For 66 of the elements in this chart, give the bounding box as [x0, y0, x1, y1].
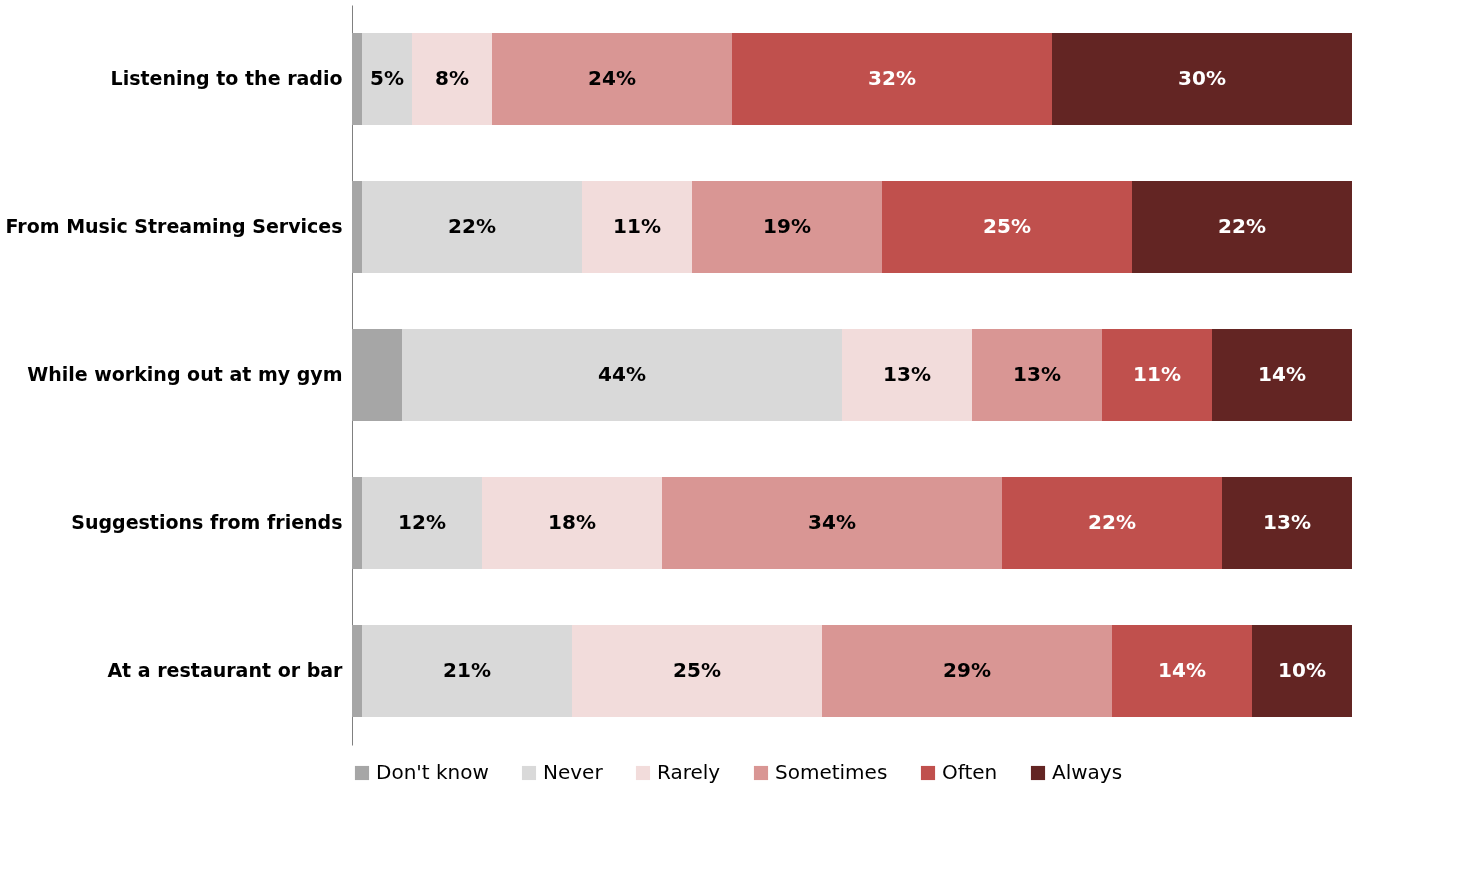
legend-label: Don't know	[376, 760, 489, 784]
data-label: 22%	[1218, 214, 1266, 238]
y-tick-label: From Music Streaming Services	[5, 215, 343, 237]
bar	[1252, 625, 1352, 717]
bar	[572, 625, 822, 717]
data-label: 19%	[763, 214, 811, 238]
data-label: 11%	[613, 214, 661, 238]
bar	[352, 625, 362, 717]
data-label: 14%	[1158, 658, 1206, 682]
legend-label: Sometimes	[775, 760, 888, 784]
legend-label: Never	[543, 760, 604, 784]
bar	[1112, 625, 1252, 717]
bar	[362, 625, 572, 717]
bar	[662, 477, 1002, 569]
bar	[412, 33, 492, 125]
data-label: 13%	[1263, 510, 1311, 534]
data-label: 34%	[808, 510, 856, 534]
data-label: 44%	[598, 362, 646, 386]
bar	[482, 477, 662, 569]
bar	[882, 181, 1132, 273]
data-label: 18%	[548, 510, 596, 534]
data-label: 24%	[588, 66, 636, 90]
bar	[692, 181, 882, 273]
data-label: 8%	[435, 66, 469, 90]
bar	[352, 329, 402, 421]
data-label: 11%	[1133, 362, 1181, 386]
data-label: 14%	[1258, 362, 1306, 386]
bar	[582, 181, 692, 273]
bar	[362, 477, 482, 569]
legend-label: Always	[1052, 760, 1123, 784]
bar	[1212, 329, 1352, 421]
data-label: 25%	[673, 658, 721, 682]
bar	[352, 33, 362, 125]
data-label: 13%	[883, 362, 931, 386]
bar	[1102, 329, 1212, 421]
y-tick-label: Suggestions from friends	[71, 511, 343, 533]
bar	[352, 181, 362, 273]
bar	[822, 625, 1112, 717]
data-label: 13%	[1013, 362, 1061, 386]
legend-label: Often	[942, 760, 998, 784]
bar	[362, 181, 582, 273]
bar	[362, 33, 412, 125]
bar	[402, 329, 842, 421]
data-label: 30%	[1178, 66, 1226, 90]
data-label: 21%	[443, 658, 491, 682]
bar	[972, 329, 1102, 421]
bar	[1002, 477, 1222, 569]
legend-label: Rarely	[657, 760, 721, 784]
data-label: 12%	[398, 510, 446, 534]
bar	[352, 477, 362, 569]
bar	[1052, 33, 1352, 125]
data-label: 25%	[983, 214, 1031, 238]
data-label: 32%	[868, 66, 916, 90]
y-tick-label: While working out at my gym	[27, 363, 343, 385]
data-label: 29%	[943, 658, 991, 682]
bar	[842, 329, 972, 421]
y-tick-label: Listening to the radio	[110, 67, 343, 89]
data-label: 10%	[1278, 658, 1326, 682]
data-label: 5%	[370, 66, 404, 90]
bar	[1132, 181, 1352, 273]
data-label: 22%	[448, 214, 496, 238]
bar	[1222, 477, 1352, 569]
y-tick-label: At a restaurant or bar	[107, 659, 344, 681]
bar	[732, 33, 1052, 125]
bar	[492, 33, 732, 125]
data-label: 22%	[1088, 510, 1136, 534]
